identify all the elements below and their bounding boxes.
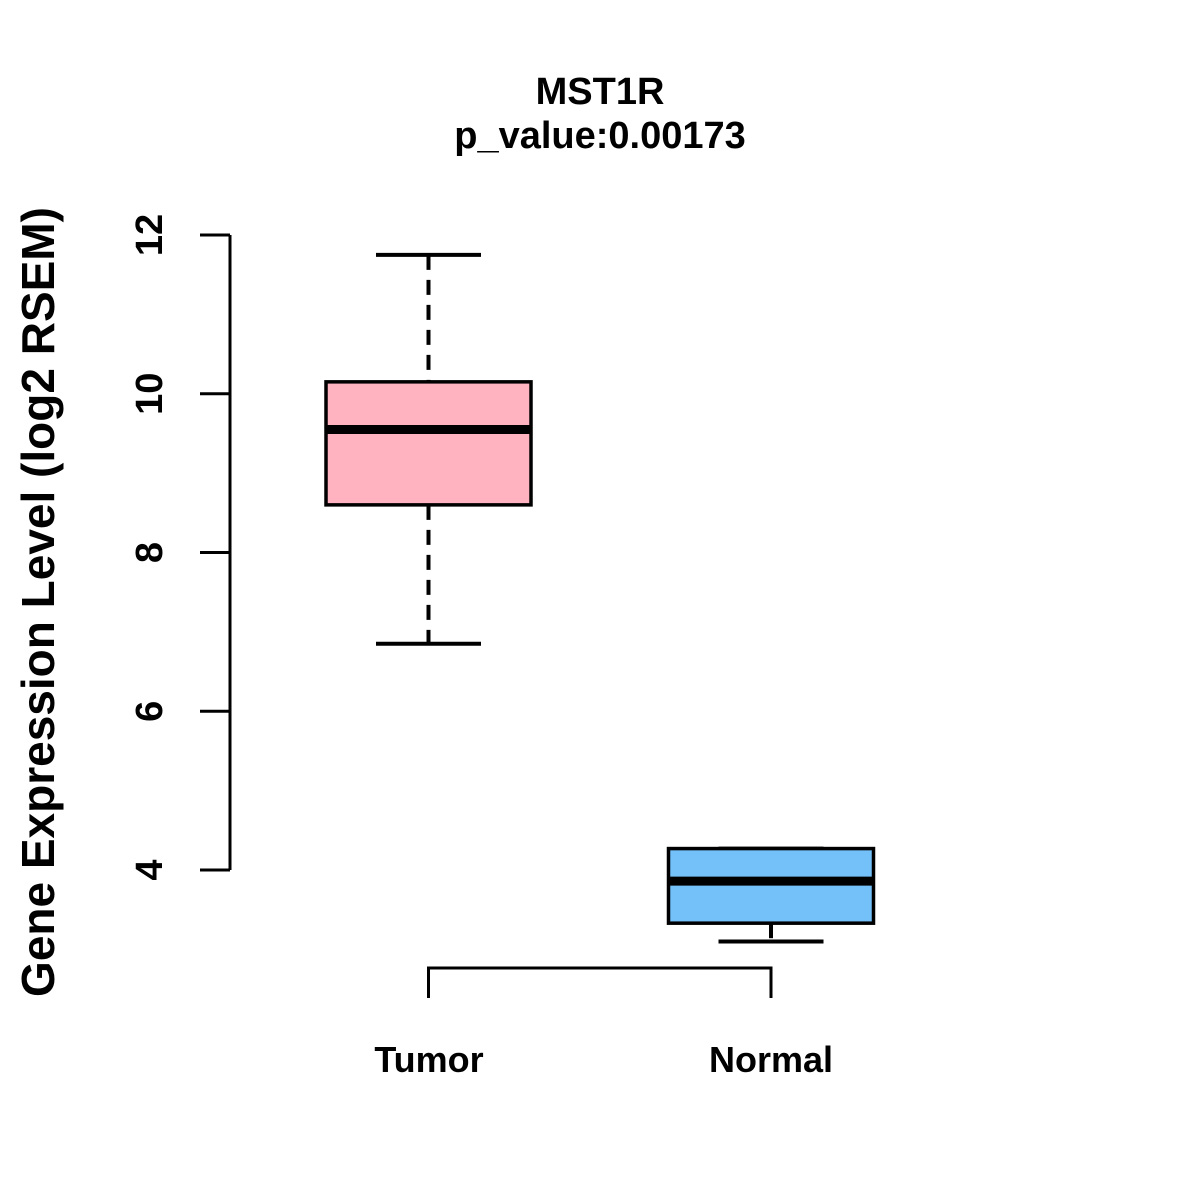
y-tick-label: 8 — [129, 542, 171, 563]
x-category-label-normal: Normal — [708, 1039, 834, 1080]
y-tick-label: 6 — [129, 701, 171, 722]
chart-title: MST1R — [535, 71, 665, 113]
y-tick-label: 4 — [129, 859, 171, 880]
tumor-box — [324, 380, 533, 507]
y-tick-label: 12 — [129, 214, 171, 256]
x-category-label-tumor: Tumor — [374, 1039, 484, 1080]
x-axis-line — [427, 966, 773, 998]
y-tick-label: 10 — [129, 373, 171, 415]
chart-subtitle-pvalue: p_value:0.00173 — [454, 115, 746, 157]
normal-box — [666, 846, 876, 925]
